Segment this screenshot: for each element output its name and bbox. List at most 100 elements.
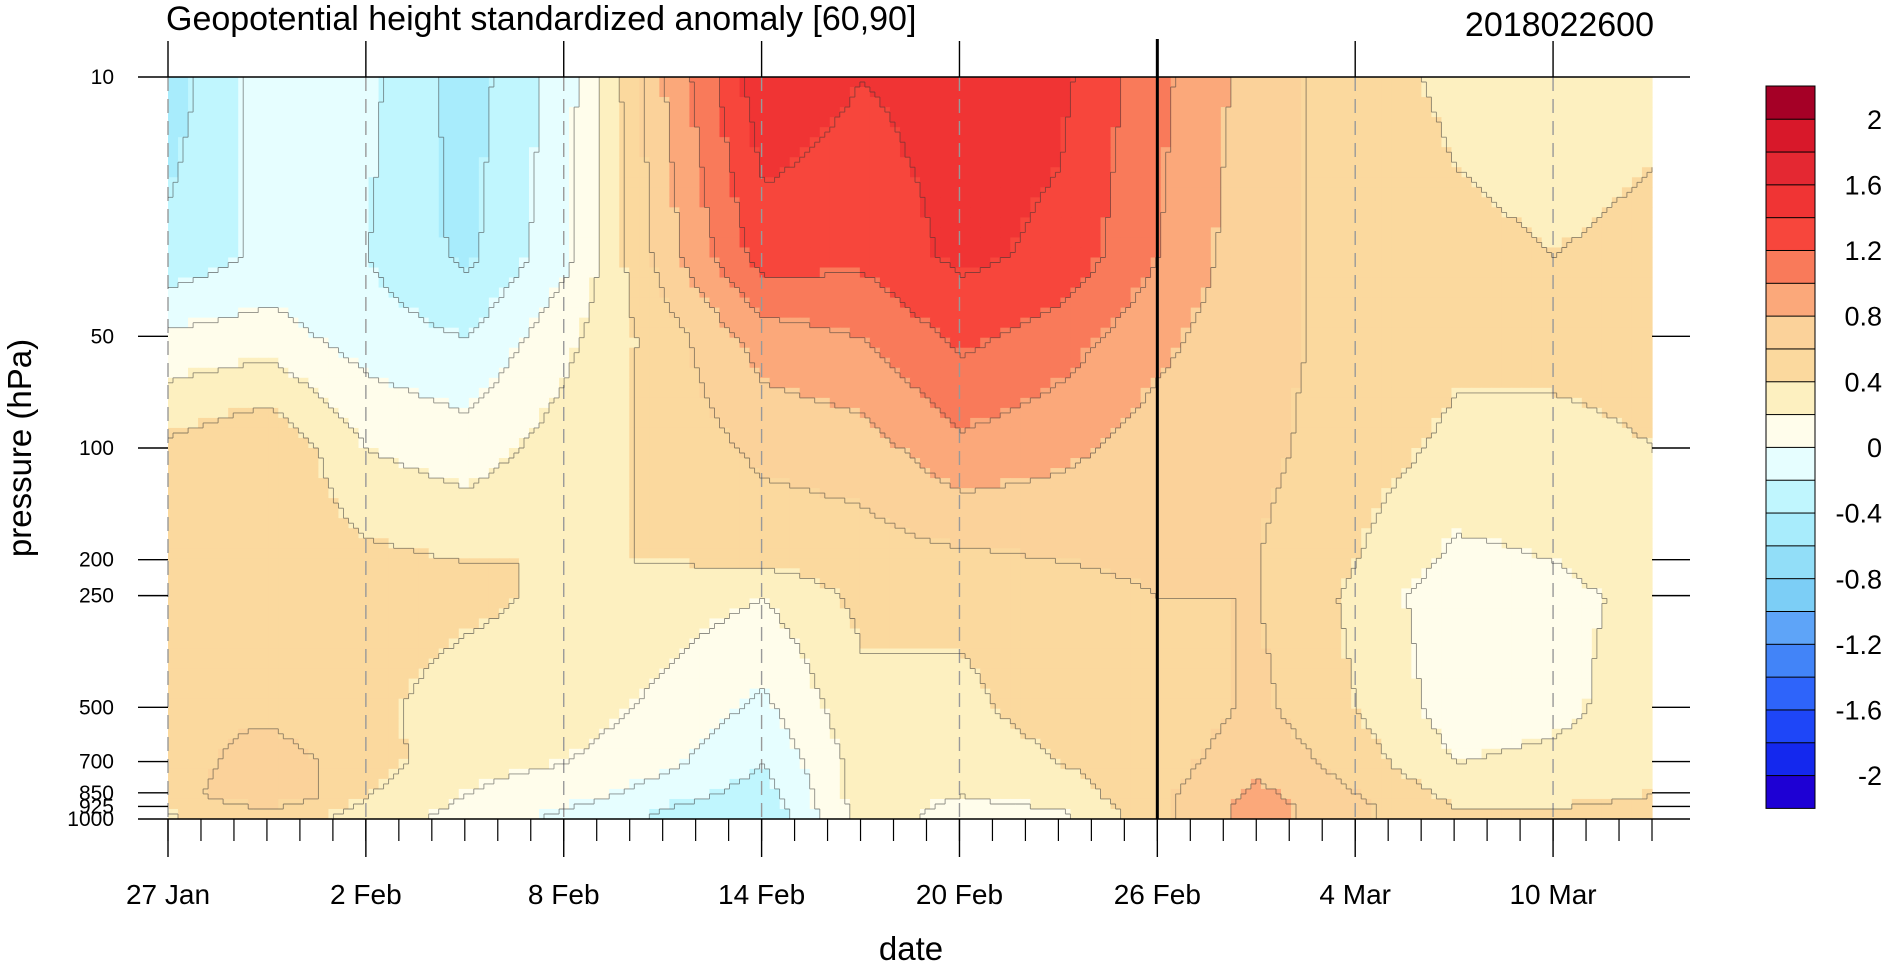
field-cell [679, 97, 691, 108]
field-cell [599, 317, 610, 329]
field-cell [1240, 87, 1252, 98]
field-cell [1080, 407, 1092, 419]
field-cell [1210, 267, 1222, 279]
field-cell [418, 77, 430, 88]
field-cell [1180, 167, 1192, 178]
field-cell [1491, 267, 1503, 279]
field-cell [1160, 347, 1172, 359]
field-cell [1481, 127, 1493, 138]
field-cell [859, 207, 871, 218]
field-cell [609, 137, 620, 148]
field-cell [468, 207, 480, 218]
field-cell [689, 237, 701, 249]
field-cell [1210, 337, 1222, 349]
field-cell [228, 307, 239, 319]
field-cell [1601, 357, 1613, 369]
field-cell [1521, 287, 1533, 299]
field-cell [308, 367, 320, 379]
field-cell [669, 237, 680, 249]
field-cell [1050, 327, 1062, 339]
field-cell [498, 177, 510, 188]
field-cell [779, 267, 791, 279]
field-cell [1210, 177, 1222, 188]
field-cell [508, 187, 520, 198]
field-cell [1311, 317, 1322, 329]
field-cell [1220, 207, 1232, 218]
field-cell [1170, 397, 1182, 409]
field-cell [1170, 297, 1182, 309]
field-cell [178, 237, 189, 249]
field-cell [448, 347, 460, 359]
field-cell [559, 177, 570, 188]
field-cell [549, 237, 560, 249]
field-cell [298, 107, 309, 118]
field-cell [378, 297, 390, 309]
field-cell [1080, 387, 1092, 399]
field-cell [408, 397, 420, 409]
field-cell [408, 237, 420, 249]
field-cell [1411, 267, 1422, 279]
field-cell [348, 207, 360, 218]
field-cell [1421, 367, 1433, 379]
field-cell [298, 247, 309, 259]
field-cell [1371, 357, 1382, 369]
field-cell [980, 247, 991, 259]
field-cell [1270, 147, 1282, 158]
field-cell [1120, 257, 1132, 269]
field-cell [759, 297, 771, 309]
field-cell [1441, 187, 1453, 198]
field-cell [1541, 317, 1553, 329]
field-cell [1060, 77, 1072, 88]
field-cell [1190, 357, 1202, 369]
field-cell [1631, 147, 1643, 158]
field-cell [228, 107, 239, 118]
field-cell [268, 247, 279, 259]
field-cell [298, 287, 309, 299]
field-cell [1170, 337, 1182, 349]
field-cell [569, 397, 580, 409]
field-cell [1000, 87, 1011, 98]
field-cell [378, 387, 390, 399]
field-cell [1080, 117, 1092, 128]
field-cell [539, 87, 550, 98]
field-cell [488, 207, 500, 218]
field-cell [428, 187, 440, 198]
field-cell [789, 277, 801, 289]
field-cell [689, 397, 701, 409]
field-cell [719, 357, 731, 369]
field-cell [549, 247, 560, 259]
field-cell [398, 277, 410, 289]
field-cell [1481, 397, 1493, 409]
field-cell [1291, 127, 1302, 138]
field-cell [1180, 297, 1192, 309]
field-cell [1571, 87, 1583, 98]
field-cell [1140, 87, 1152, 98]
field-cell [1331, 257, 1342, 269]
field-cell [518, 337, 530, 349]
field-cell [1010, 177, 1021, 188]
field-cell [298, 167, 309, 178]
field-cell [899, 77, 911, 88]
field-cell [1391, 317, 1402, 329]
field-cell [809, 327, 821, 339]
field-cell [388, 407, 400, 419]
field-cell [1581, 367, 1593, 379]
field-cell [739, 327, 751, 339]
field-cell [1270, 197, 1282, 208]
field-cell [679, 127, 691, 138]
field-cell [448, 187, 460, 198]
field-cell [639, 357, 650, 369]
field-cell [1601, 397, 1613, 409]
field-cell [338, 187, 350, 198]
field-cell [1371, 77, 1382, 88]
field-cell [528, 97, 540, 108]
field-cell [739, 257, 751, 269]
field-cell [1571, 267, 1583, 279]
field-cell [579, 107, 590, 118]
field-cell [358, 127, 370, 138]
field-cell [1341, 267, 1352, 279]
field-cell [458, 117, 470, 128]
field-cell [438, 307, 450, 319]
field-cell [418, 257, 430, 269]
field-cell [1050, 87, 1062, 98]
